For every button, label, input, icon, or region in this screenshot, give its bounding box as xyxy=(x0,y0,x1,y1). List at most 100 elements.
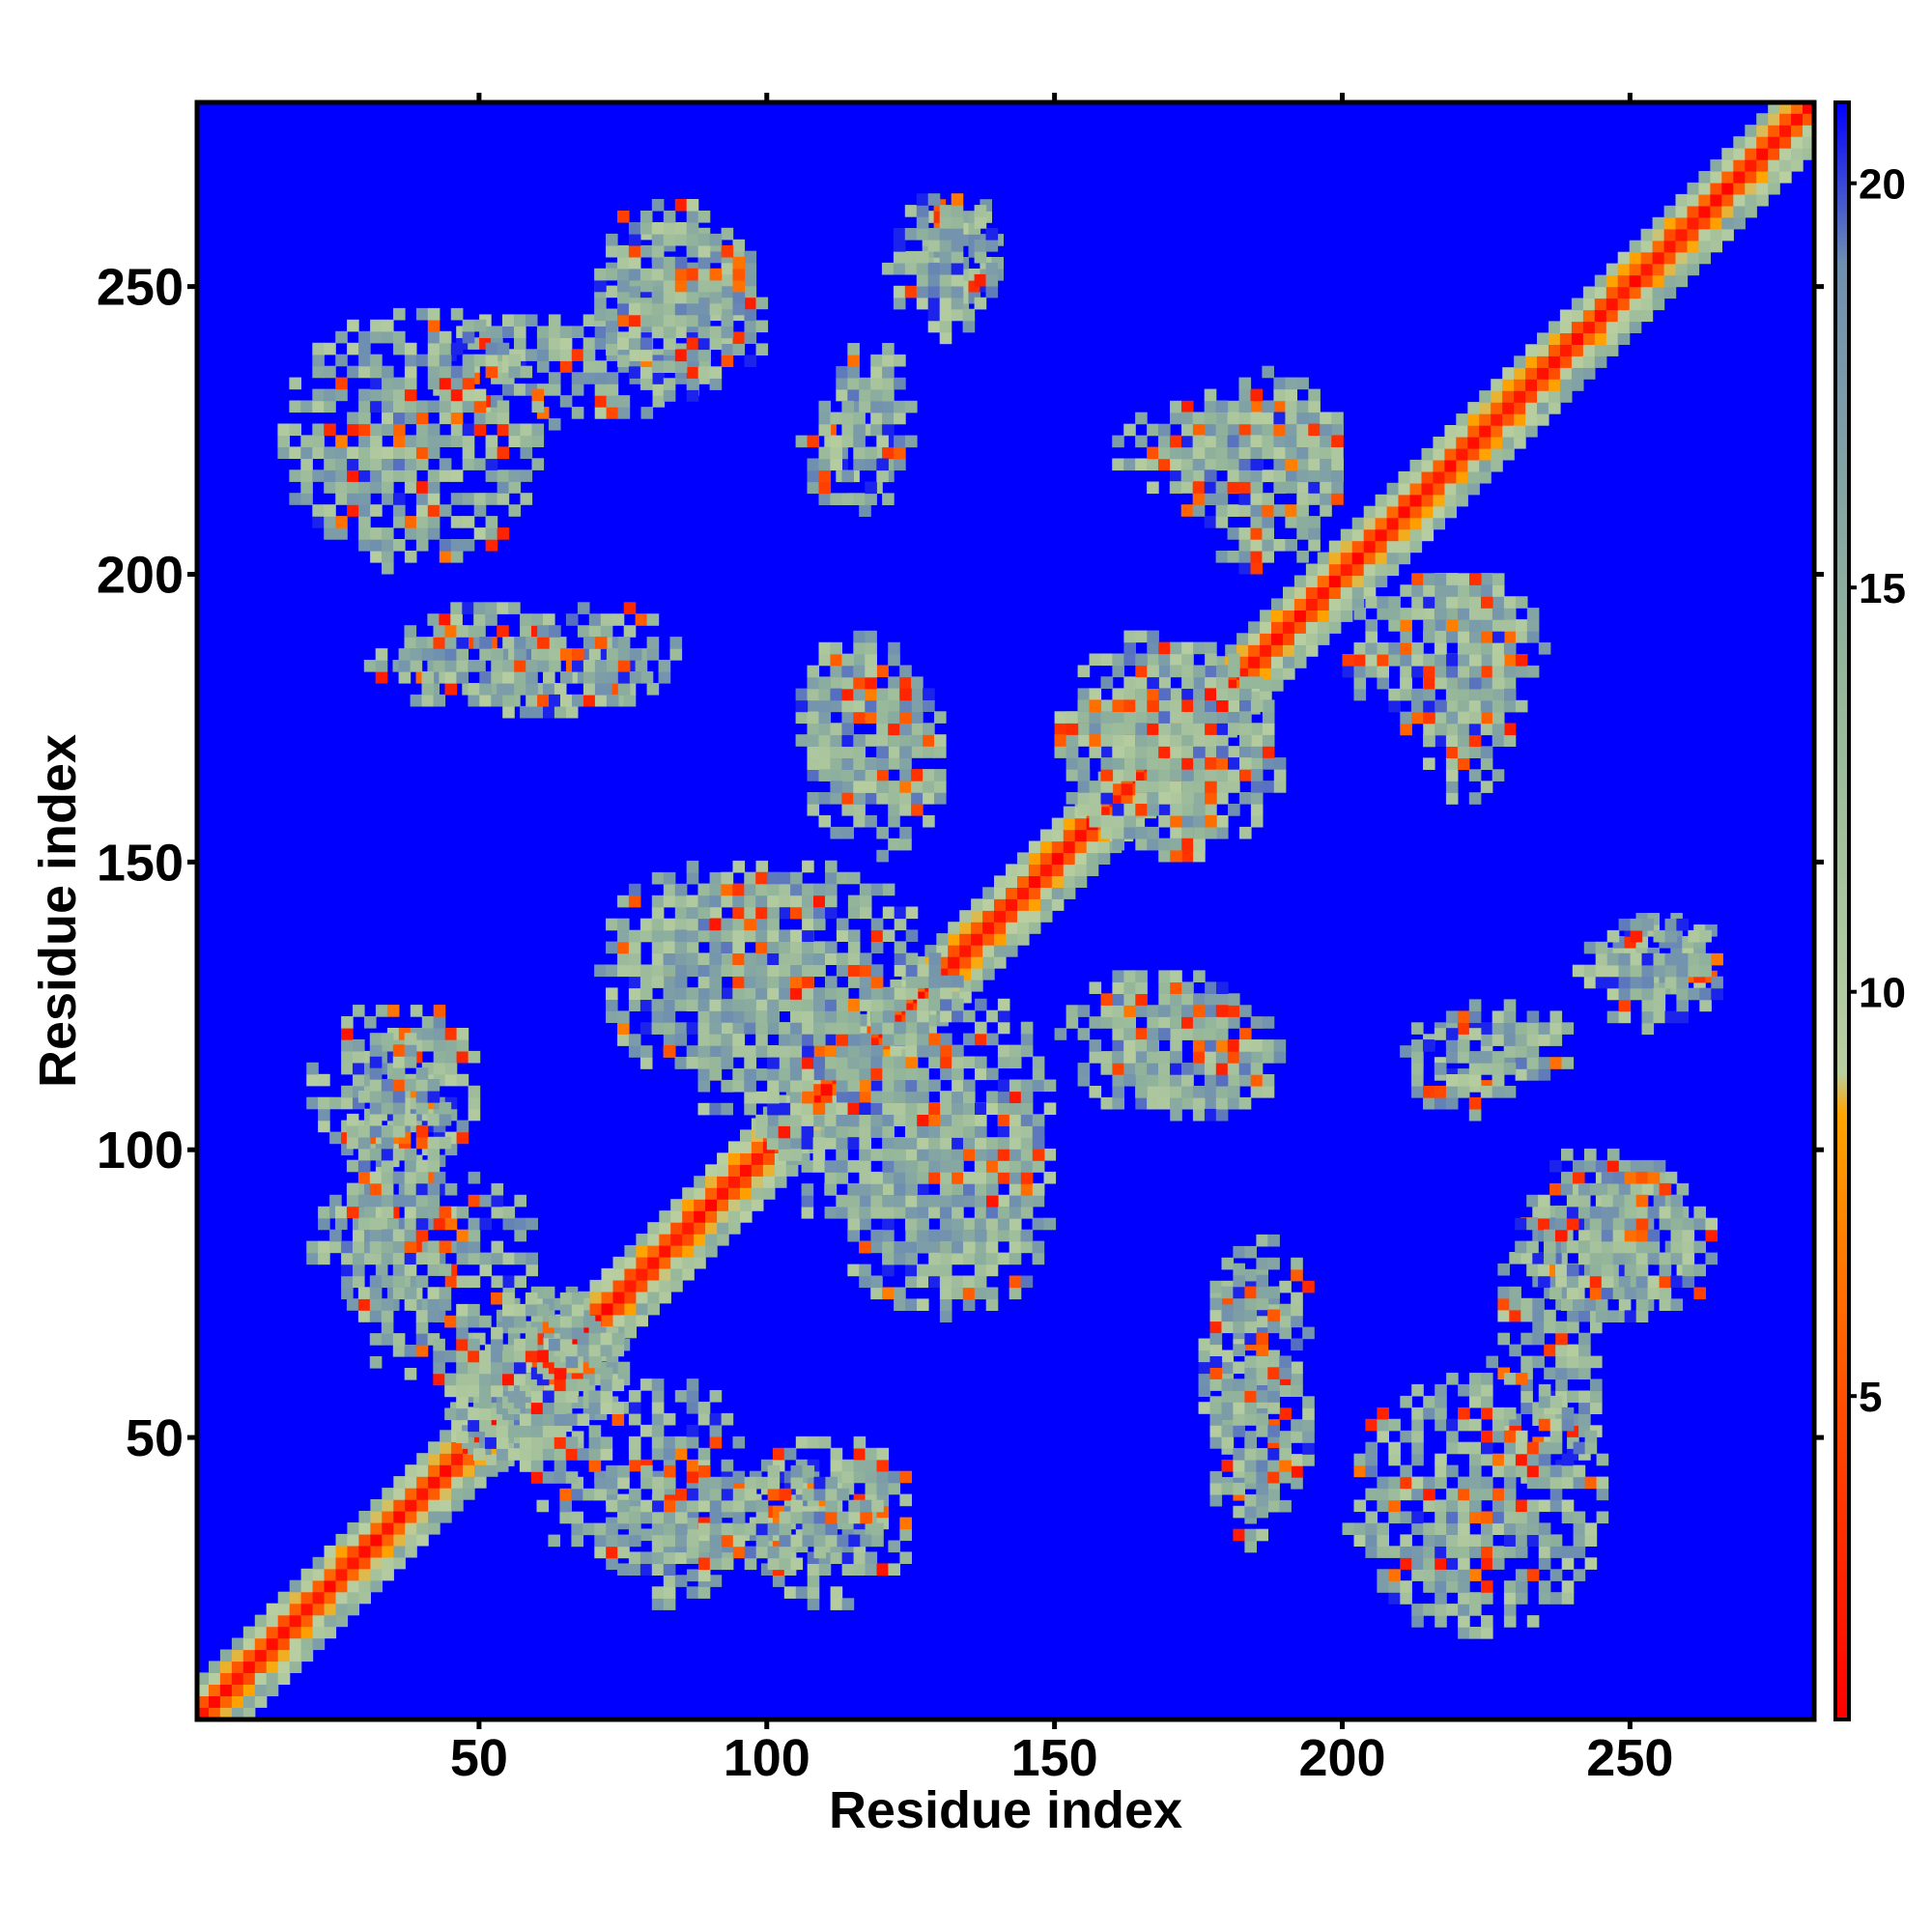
heatmap-cell xyxy=(1331,458,1344,470)
heatmap-cell xyxy=(1444,482,1457,496)
heatmap-cell xyxy=(1582,309,1596,323)
heatmap-cell xyxy=(647,1234,660,1246)
heatmap-cell xyxy=(841,412,854,425)
heatmap-cell xyxy=(1305,621,1319,634)
heatmap-cell xyxy=(751,1176,764,1188)
heatmap-cell xyxy=(1158,653,1171,667)
heatmap-cell xyxy=(997,1207,1010,1219)
heatmap-cell xyxy=(1386,482,1400,496)
heatmap-cell xyxy=(1135,1063,1148,1075)
heatmap-cell xyxy=(1509,1286,1521,1299)
heatmap-cell xyxy=(497,625,509,638)
heatmap-cell xyxy=(1158,838,1171,851)
heatmap-cell xyxy=(982,898,995,911)
heatmap-cell xyxy=(353,1264,365,1277)
heatmap-cell xyxy=(289,1661,302,1673)
heatmap-cell xyxy=(306,1252,319,1265)
heatmap-cell xyxy=(1583,941,1597,954)
heatmap-cell xyxy=(358,1591,371,1605)
heatmap-cell xyxy=(329,1194,342,1208)
heatmap-cell xyxy=(1515,1034,1528,1046)
heatmap-cell xyxy=(1296,469,1309,482)
heatmap-cell xyxy=(1687,182,1700,195)
heatmap-cell xyxy=(905,1125,918,1138)
heatmap-cell xyxy=(1308,423,1321,437)
heatmap-cell xyxy=(1262,412,1274,425)
heatmap-cell xyxy=(266,1603,279,1616)
heatmap-cell xyxy=(1020,1079,1034,1093)
heatmap-cell xyxy=(1492,665,1505,678)
heatmap-cell xyxy=(1328,610,1342,622)
heatmap-cell xyxy=(985,1252,999,1265)
heatmap-cell xyxy=(1386,494,1400,507)
heatmap-cell xyxy=(427,613,440,626)
heatmap-cell xyxy=(870,1056,883,1069)
heatmap-cell xyxy=(1492,631,1505,643)
heatmap-cell xyxy=(1520,1390,1533,1404)
heatmap-cell xyxy=(1469,711,1482,724)
heatmap-cell xyxy=(1423,699,1435,713)
heatmap-cell xyxy=(451,1453,464,1465)
heatmap-cell xyxy=(1089,746,1102,758)
heatmap-cell xyxy=(1526,1240,1539,1254)
heatmap-cell xyxy=(847,1264,860,1277)
heatmap-cell xyxy=(1652,216,1665,230)
heatmap-cell xyxy=(1605,286,1619,299)
heatmap-cell xyxy=(1271,656,1284,668)
heatmap-cell xyxy=(1687,216,1700,230)
heatmap-cell xyxy=(732,929,745,942)
heatmap-cell xyxy=(1215,412,1229,425)
heatmap-cell xyxy=(905,1033,918,1046)
heatmap-cell xyxy=(928,1206,941,1219)
heatmap-cell xyxy=(1423,711,1435,724)
heatmap-cell xyxy=(876,458,889,471)
heatmap-cell xyxy=(847,343,860,355)
heatmap-cell xyxy=(1135,970,1148,982)
heatmap-cell xyxy=(1296,412,1309,425)
heatmap-cell xyxy=(416,1464,429,1477)
heatmap-cell xyxy=(1433,459,1445,472)
heatmap-cell xyxy=(1698,171,1711,184)
heatmap-cell xyxy=(1756,171,1769,184)
heatmap-cell xyxy=(853,804,866,816)
heatmap-cell xyxy=(312,1591,326,1605)
heatmap-cell xyxy=(601,1302,614,1316)
heatmap-cell xyxy=(1492,584,1505,597)
heatmap-cell xyxy=(1423,734,1435,748)
heatmap-cell xyxy=(1629,274,1642,288)
heatmap-cell xyxy=(456,1275,469,1289)
heatmap-cell xyxy=(802,1010,814,1023)
heatmap-cell xyxy=(825,999,838,1011)
heatmap-cell xyxy=(963,1172,976,1184)
heatmap-cell xyxy=(1721,205,1734,218)
heatmap-cell xyxy=(1434,618,1447,632)
heatmap-cell xyxy=(940,1033,952,1046)
heatmap-cell xyxy=(894,1056,906,1069)
heatmap-cell xyxy=(1205,699,1217,712)
heatmap-cell xyxy=(468,1240,481,1254)
heatmap-cell xyxy=(1411,642,1424,655)
heatmap-cell xyxy=(1216,665,1229,678)
heatmap-cell xyxy=(594,384,608,396)
heatmap-cell xyxy=(1363,528,1377,542)
heatmap-cell xyxy=(876,849,889,863)
heatmap-cell xyxy=(1525,367,1538,380)
heatmap-cell xyxy=(859,1264,871,1277)
heatmap-cell xyxy=(1675,274,1689,288)
heatmap-cell xyxy=(1433,517,1445,530)
heatmap-cell xyxy=(818,699,832,713)
heatmap-cell xyxy=(1481,584,1493,597)
heatmap-cell xyxy=(744,250,757,264)
heatmap-cell xyxy=(1582,344,1596,356)
heatmap-cell xyxy=(917,964,930,977)
heatmap-cell xyxy=(1618,1159,1632,1173)
heatmap-cell xyxy=(1112,769,1124,781)
heatmap-cell xyxy=(1248,633,1261,645)
heatmap-cell xyxy=(375,1005,388,1017)
heatmap-cell xyxy=(617,1034,630,1046)
heatmap-cell xyxy=(565,613,579,626)
heatmap-cell xyxy=(1181,746,1194,758)
heatmap-cell xyxy=(1421,528,1435,542)
heatmap-cell xyxy=(1468,792,1482,805)
heatmap-cell xyxy=(951,297,964,310)
